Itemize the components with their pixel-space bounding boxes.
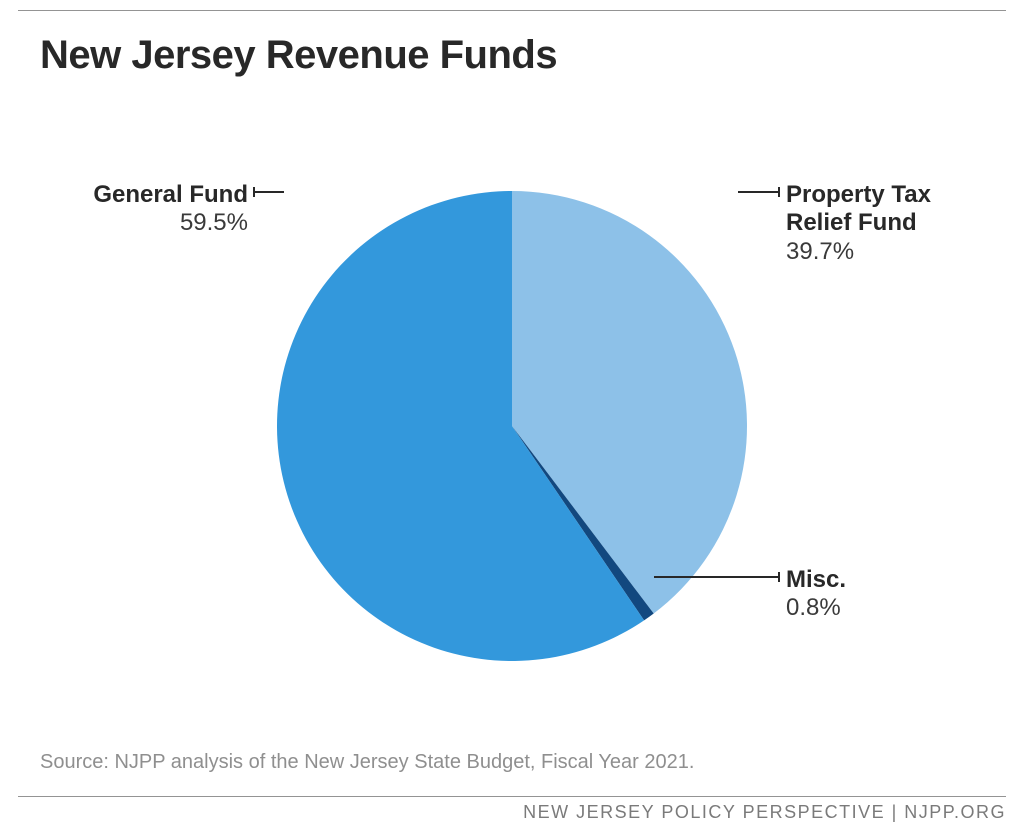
source-text: Source: NJPP analysis of the New Jersey …	[40, 751, 694, 774]
slice-label-name: General Fund	[93, 181, 248, 209]
slice-label-name: Misc.	[786, 566, 846, 594]
slice-label: General Fund59.5%	[93, 181, 248, 237]
slice-label: Misc.0.8%	[786, 566, 846, 622]
chart-title: New Jersey Revenue Funds	[40, 33, 557, 78]
slice-label-name: Property Tax Relief Fund	[786, 181, 976, 238]
chart-area: Property Tax Relief Fund39.7% Misc.0.8% Ge…	[18, 126, 1006, 706]
slice-label-value: 39.7%	[786, 238, 976, 266]
leader-line	[253, 191, 284, 193]
leader-line	[738, 191, 780, 193]
footer-sep: |	[885, 802, 904, 822]
slice-label-value: 0.8%	[786, 594, 846, 622]
chart-frame: New Jersey Revenue Funds Property Tax Re…	[18, 10, 1006, 797]
footer-site: NJPP.ORG	[904, 802, 1006, 822]
slice-label: Property Tax Relief Fund39.7%	[786, 181, 976, 265]
footer-credit: NEW JERSEY POLICY PERSPECTIVE | NJPP.ORG	[523, 802, 1006, 823]
footer-org: NEW JERSEY POLICY PERSPECTIVE	[523, 802, 885, 822]
leader-line	[654, 576, 780, 578]
slice-label-value: 59.5%	[93, 209, 248, 237]
